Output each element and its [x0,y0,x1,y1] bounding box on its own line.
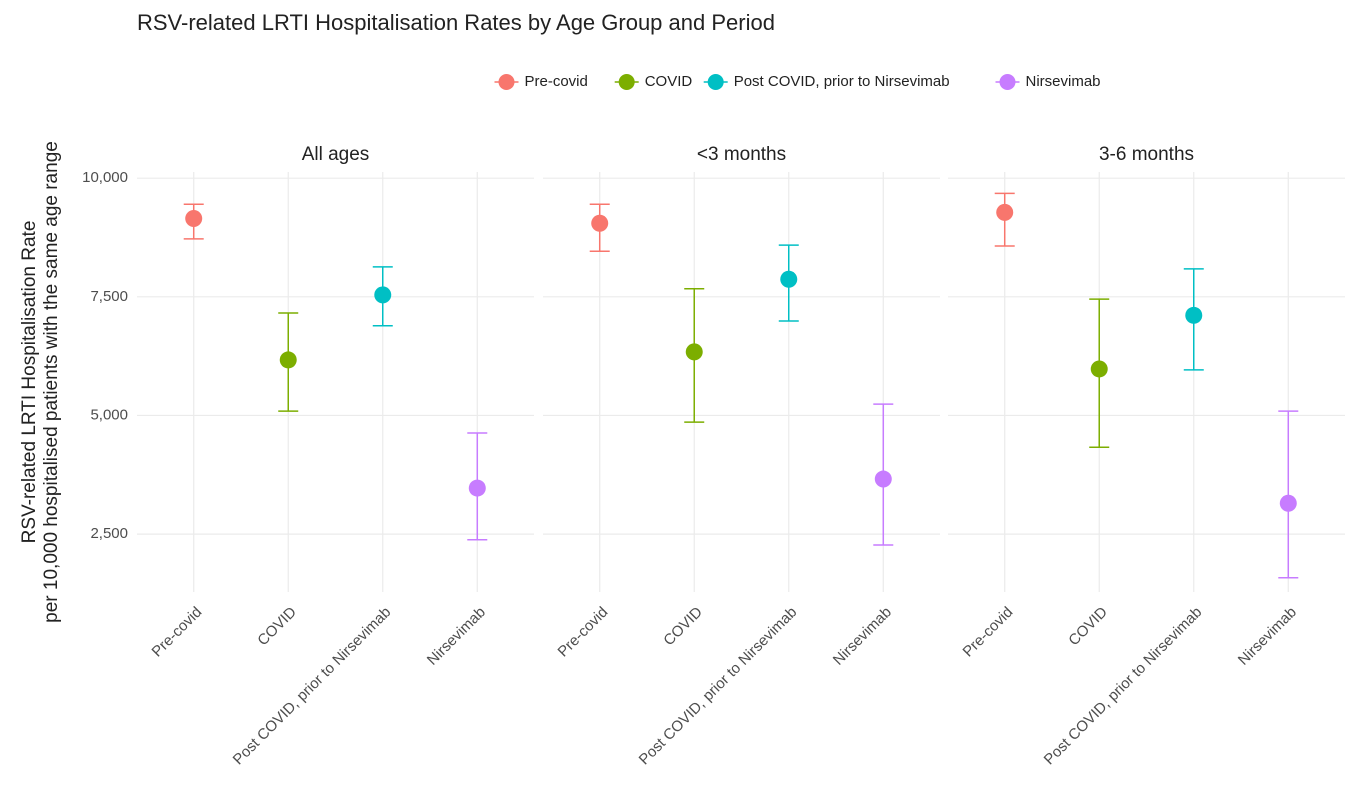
x-tick-label: Post COVID, prior to Nirsevimab [636,604,801,769]
legend-key [999,74,1016,90]
y-axis-title: RSV-related LRTI Hospitalisation Rate pe… [19,141,62,623]
y-tick-label: 2,500 [90,525,128,542]
y-tick-label: 5,000 [90,406,128,423]
y-axis-title-line: RSV-related LRTI Hospitalisation Rate [19,221,40,544]
y-tick-label: 10,000 [82,169,128,186]
point [468,479,486,497]
legend-label: Nirsevimab [1026,73,1101,90]
y-axis-title-line: per 10,000 hospitalised patients with th… [41,141,62,623]
legend-label: COVID [645,73,693,90]
x-tick-label: Pre-covid [149,604,206,661]
point [279,351,297,369]
point [874,470,892,488]
point [1279,494,1297,512]
point [685,343,703,361]
y-tick-label: 7,500 [90,288,128,305]
x-tick-label: Post COVID, prior to Nirsevimab [230,604,395,769]
point [591,214,609,232]
point [1185,306,1203,324]
chart-title: RSV-related LRTI Hospitalisation Rates b… [137,10,775,35]
x-tick-label: Post COVID, prior to Nirsevimab [1041,604,1206,769]
x-tick-label: COVID [1065,604,1111,650]
legend: Pre-covid COVID Post COVID, prior to Nirse… [494,73,1101,90]
facet-title: All ages [302,144,370,165]
x-tick-label: Nirsevimab [830,604,895,669]
point [374,286,392,304]
point [780,270,798,288]
error-bar [1278,410,1299,579]
legend-key [498,74,515,90]
legend-key [618,74,635,90]
x-tick-label: Pre-covid [555,604,612,661]
facet-title: <3 months [697,144,786,165]
point [185,210,203,228]
x-tick-label: COVID [254,604,300,650]
point [996,203,1014,221]
legend-label: Post COVID, prior to Nirsevimab [734,73,950,90]
x-tick-label: COVID [660,604,706,650]
x-tick-label: Nirsevimab [1235,604,1300,669]
x-tick-label: Nirsevimab [424,604,489,669]
x-tick-label: Pre-covid [960,604,1017,661]
legend-label: Pre-covid [525,73,588,90]
facet-title: 3-6 months [1099,144,1194,165]
legend-key [707,74,724,90]
point [1090,360,1108,378]
